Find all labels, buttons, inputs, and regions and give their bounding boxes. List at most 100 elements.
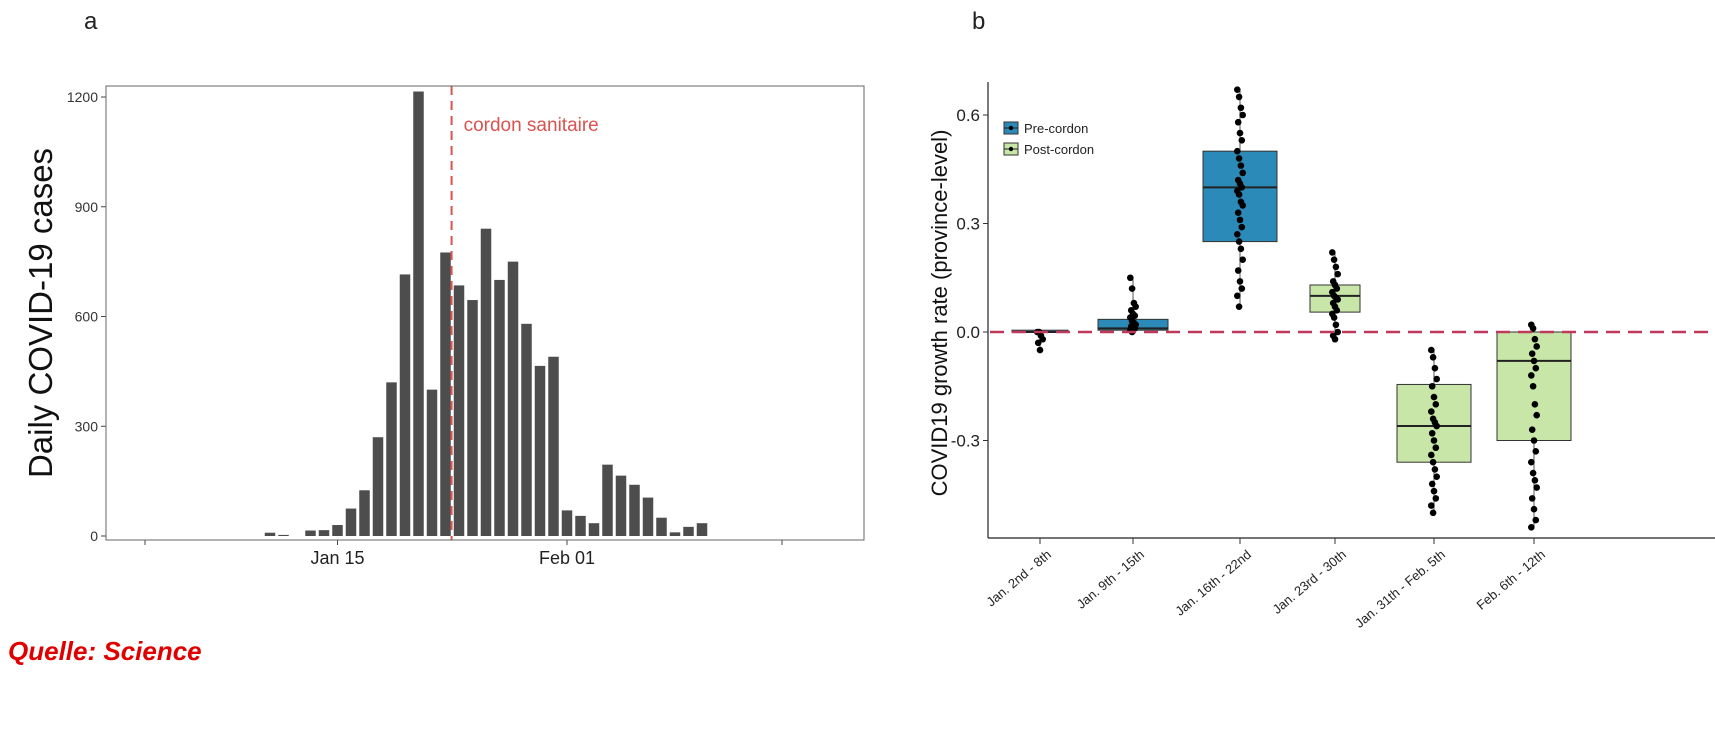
data-point (1431, 466, 1439, 473)
data-point (1330, 314, 1338, 321)
data-point (1528, 426, 1536, 433)
data-point (1530, 437, 1538, 444)
bar (656, 517, 667, 536)
bar (642, 497, 654, 536)
bar (588, 523, 600, 536)
bar (629, 484, 640, 536)
x-tick-label-b: Feb. 6th - 12th (1474, 547, 1548, 613)
data-point (1235, 155, 1243, 162)
data-point (1239, 111, 1246, 119)
panel-a-bar-chart: Daily COVID-19 cases 0 300 600 900 1200 Jan … (22, 85, 865, 568)
data-point (1127, 274, 1134, 282)
x-tick-label-b: Jan. 9th - 15th (1074, 547, 1147, 612)
box-groups (1011, 86, 1572, 531)
data-point (1533, 484, 1540, 491)
data-point (1428, 382, 1436, 390)
data-point (1433, 473, 1440, 480)
cordon-line-group: cordon sanitaire (450, 86, 599, 540)
bar (521, 323, 532, 536)
bar (669, 532, 681, 536)
data-point (1034, 339, 1042, 347)
data-point (1237, 162, 1245, 169)
panel-a-letter: a (84, 8, 98, 35)
bar (575, 515, 586, 536)
box-group (1097, 274, 1169, 336)
bar (332, 525, 343, 536)
data-point (1428, 451, 1435, 459)
y-tick-label-b: 0.0 (956, 323, 980, 342)
data-point (1036, 346, 1044, 354)
bar (264, 532, 276, 536)
plot-frame (105, 85, 865, 541)
data-point (1236, 216, 1244, 224)
box-group (1396, 346, 1472, 517)
bar (696, 523, 708, 536)
cordon-label: cordon sanitaire (464, 115, 599, 136)
data-point (1234, 147, 1241, 155)
legend-key-dot (1008, 125, 1014, 131)
x-tick-label-b: Jan. 16th - 22nd (1172, 547, 1254, 619)
data-point (1528, 524, 1535, 531)
data-point (1238, 223, 1246, 231)
bar (345, 508, 357, 536)
y-axis-ticks-b: -0.3 0.0 0.3 0.6 (951, 106, 988, 451)
data-point (1239, 256, 1246, 263)
data-point (1533, 411, 1540, 419)
data-point (1430, 437, 1438, 444)
bar (440, 252, 451, 536)
bar (278, 534, 289, 536)
y-axis-label: Daily COVID-19 cases (22, 148, 59, 478)
bar (467, 300, 478, 536)
legend-label: Pre-cordon (1024, 121, 1088, 136)
x-axis-ticks-b: Jan. 2nd - 8th Jan. 9th - 15th Jan. 16th -… (983, 538, 1548, 631)
data-point (1432, 401, 1440, 408)
source-note: Quelle: Science (8, 636, 202, 666)
data-point (1128, 285, 1136, 292)
bar (426, 389, 438, 536)
y-tick-label-b: 0.3 (956, 214, 980, 233)
data-point (1132, 303, 1139, 310)
data-point (1236, 278, 1244, 285)
x-tick-label-b: Jan. 23rd - 30th (1270, 547, 1349, 617)
data-point (1235, 191, 1243, 198)
data-point (1531, 335, 1539, 343)
data-point (1234, 267, 1242, 274)
bar (615, 475, 627, 536)
data-point (1529, 469, 1537, 477)
legend-key-dot (1008, 146, 1014, 152)
bar (305, 530, 316, 536)
bar (372, 437, 384, 536)
data-point (1432, 444, 1440, 452)
data-point (1234, 118, 1242, 126)
x-tick-label-b: Jan. 31th - Feb. 5th (1352, 547, 1448, 631)
data-point (1433, 422, 1440, 430)
data-point (1430, 487, 1438, 495)
y-axis-label-b: COVID19 growth rate (province-level) (927, 130, 952, 497)
data-point (1428, 480, 1436, 488)
data-point (1528, 350, 1536, 358)
box-group (1309, 249, 1361, 343)
data-point (1432, 495, 1440, 502)
data-point (1235, 303, 1243, 310)
data-point (1238, 285, 1246, 292)
legend: Pre-cordon Post-cordon (1003, 121, 1094, 157)
data-point (1334, 296, 1341, 303)
panel-b-box-plot: COVID19 growth rate (province-level) -0.… (927, 82, 1715, 631)
data-point (1429, 354, 1437, 361)
data-point (1530, 357, 1538, 365)
data-point (1429, 509, 1437, 517)
data-point (1433, 375, 1440, 383)
box-group (1496, 321, 1572, 531)
data-point (1330, 256, 1338, 263)
data-point (1532, 448, 1540, 455)
data-point (1332, 263, 1340, 271)
data-point (1531, 476, 1539, 484)
data-point (1429, 458, 1437, 466)
data-point (1532, 364, 1540, 372)
data-point (1238, 184, 1246, 191)
data-point (1237, 104, 1245, 112)
box-iqr (1496, 331, 1572, 442)
data-point (1428, 408, 1435, 415)
data-point (1334, 328, 1341, 336)
